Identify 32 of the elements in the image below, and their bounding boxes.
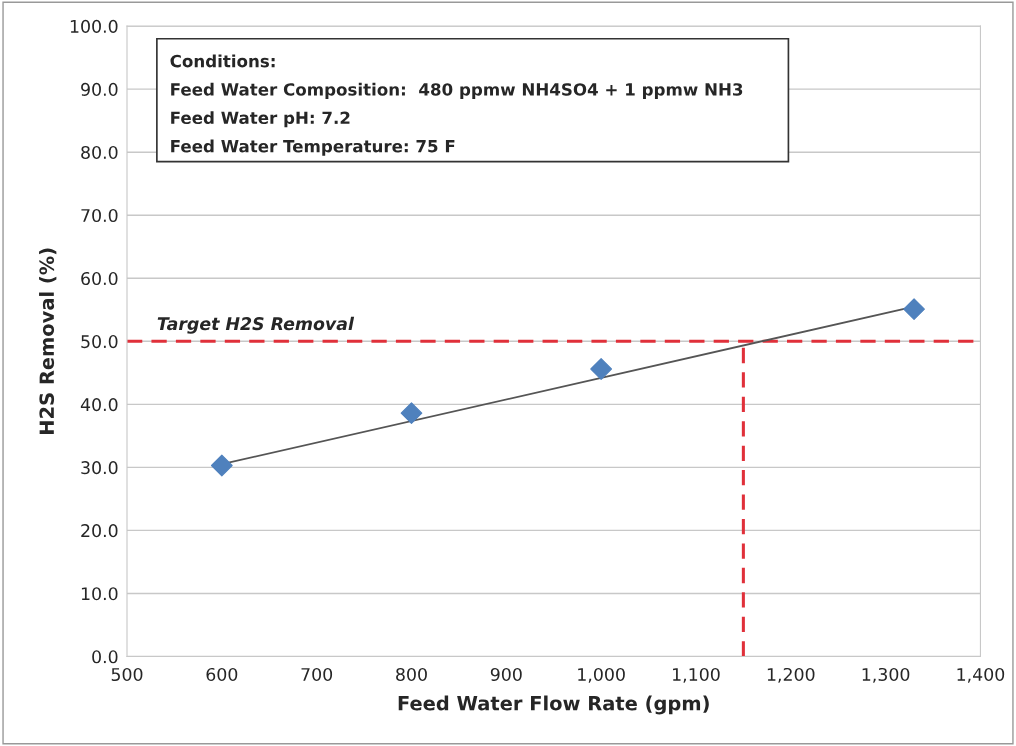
y-tick-label: 20.0 (81, 524, 118, 538)
y-axis-title: H2S Removal (%) (39, 248, 57, 434)
x-tick-label: 800 (396, 667, 427, 682)
x-tick-label: 1,100 (673, 667, 720, 683)
point (400, 402, 423, 425)
y-tick-label: 40.0 (80, 398, 118, 412)
x-tick-label: 500 (111, 667, 143, 682)
y-tick-label: 100.0 (70, 19, 118, 33)
y-tick-label: 60.0 (81, 271, 118, 286)
x-tick-label: 1,300 (862, 667, 910, 683)
y-tick-label: 50.0 (81, 335, 118, 349)
annotation: Conditions: (170, 54, 275, 68)
y-tick-label: 90.0 (81, 82, 118, 96)
x-tick-label: 1,200 (767, 667, 815, 683)
x-tick-label: 700 (301, 667, 333, 682)
annotation: Feed Water pH: 7.2 (171, 111, 350, 128)
y-tick-label: 70.0 (81, 208, 118, 223)
x-axis-title: Feed Water Flow Rate (gpm) (398, 695, 709, 715)
y-tick-label: 10.0 (81, 587, 118, 601)
y-tick-label: 30.0 (81, 461, 118, 475)
x-tick-label: 1,400 (957, 667, 1005, 683)
x-tick-label: 600 (206, 667, 238, 682)
ref-line-label: Target H2S Removal (157, 316, 355, 334)
x-tick-label: 1,000 (578, 667, 625, 683)
annotation: Feed Water Composition: 480 ppmw NH4SO4 + 1 ppmw NH3 (171, 82, 743, 99)
point (210, 454, 233, 477)
annotation: Feed Water Temperature: 75 F (171, 139, 455, 156)
y-tick-label: 0.0 (92, 650, 118, 664)
y-tick-label: 80.0 (81, 145, 118, 160)
x-tick-label: 900 (490, 667, 522, 682)
point (903, 298, 925, 321)
point (590, 358, 613, 380)
